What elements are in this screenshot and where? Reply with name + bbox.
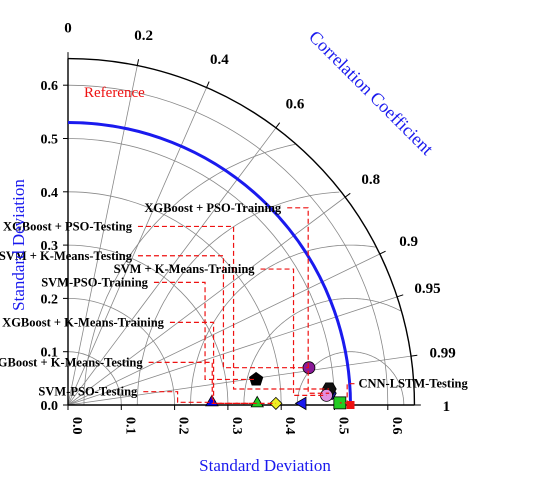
point-label: SVM + K-Means-Training <box>114 262 256 276</box>
correlation-tick-1 <box>136 59 140 66</box>
leader-line <box>137 225 330 390</box>
grid-layer <box>67 65 412 406</box>
point-label: XGBoost + PSO-Testing <box>3 219 133 233</box>
correlation-arc-title: Correlation Coefficient <box>305 27 437 159</box>
rms-circle-1 <box>243 298 401 405</box>
y-tick-label: 0.4 <box>41 186 59 201</box>
point-label: SVM + K-Means-Testing <box>0 249 133 263</box>
data-point-xgboost-k-means-training <box>250 395 264 408</box>
y-tick-label: 0.5 <box>41 133 59 148</box>
correlation-gridline-6 <box>67 296 398 406</box>
point-label: SVM-PSO-Testing <box>38 385 138 399</box>
correlation-gridline-3 <box>67 127 277 406</box>
point-label: CNN-LSTM-Testing <box>358 377 468 391</box>
y-tick-label: 0.3 <box>41 239 59 254</box>
x-axis-title: Standard Deviation <box>199 456 331 475</box>
point-label: SVM-PSO-Training <box>41 275 148 289</box>
correlation-gridline-7 <box>67 355 412 406</box>
correlation-gridline-2 <box>67 87 207 406</box>
reference-label: Reference <box>84 85 145 101</box>
correlation-tick-label: 1 <box>443 399 451 415</box>
rms-circle-3 <box>136 191 340 405</box>
correlation-tick-3 <box>275 122 281 129</box>
rms-circle-4 <box>83 143 296 405</box>
reference-arc <box>67 121 352 406</box>
correlation-tick-label: 0.2 <box>134 28 153 44</box>
correlation-gridline-5 <box>67 253 380 406</box>
correlation-tick-7 <box>410 354 418 357</box>
correlation-tick-label: 0.99 <box>430 346 456 362</box>
reference-point <box>346 401 355 409</box>
x-tick-label: 0.2 <box>176 417 191 435</box>
data-point-cnn-lstm-training <box>294 396 307 411</box>
correlation-tick-label: 0.95 <box>414 281 440 297</box>
axes-layer: 0 0.2 0.4 0.6 0.8 0.9 0.95 0.99 1 0.0 0.1 0.2 0.3 0.4… <box>41 21 456 435</box>
correlation-tick-label: 0.9 <box>399 234 418 250</box>
data-point-svm-pso-training <box>249 371 264 386</box>
x-tick-label: 0.5 <box>336 417 351 435</box>
correlation-tick-5 <box>379 250 386 255</box>
x-tick-label: 0.4 <box>282 417 297 435</box>
std-gridarc <box>67 191 282 406</box>
rms-circle-0 <box>296 351 405 405</box>
x-tick-label: 0.1 <box>122 417 137 435</box>
leader-line <box>143 391 212 403</box>
points-layer <box>205 361 355 411</box>
leader-line <box>137 255 309 369</box>
correlation-tick-2 <box>206 81 210 88</box>
y-tick-label: 0.2 <box>41 292 59 307</box>
x-tick-label: 0.0 <box>69 417 84 435</box>
leader-line <box>339 383 355 404</box>
std-gridarc <box>67 244 229 406</box>
correlation-tick-label: 0.4 <box>210 52 229 68</box>
leader-line <box>287 207 330 394</box>
correlation-tick-6 <box>396 294 404 298</box>
x-tick-label: 0.3 <box>229 417 244 435</box>
std-gridarc <box>67 84 389 406</box>
point-label: XGBoost + PSO-Training <box>144 201 282 215</box>
leader-line <box>148 361 276 405</box>
y-tick-label: 0.1 <box>41 346 59 361</box>
std-gridarc <box>67 138 335 406</box>
correlation-tick-4 <box>344 192 351 198</box>
x-tick-label: 0.6 <box>389 417 404 435</box>
correlation-gridline-1 <box>67 65 138 406</box>
leader-line <box>260 268 327 397</box>
y-tick-label: 0.0 <box>41 399 59 414</box>
y-axis-title: Standard Deviation <box>9 179 28 311</box>
point-label: XGBoost + K-Means-Training <box>2 315 165 329</box>
std-gridarc <box>67 351 122 406</box>
outer-arc <box>67 57 416 406</box>
leader-line <box>169 321 258 405</box>
correlation-tick-label: 0.6 <box>286 96 305 112</box>
std-gridarc <box>67 298 175 406</box>
correlation-tick-label: 0.8 <box>361 172 380 188</box>
labels-layer: XGBoost + PSO-Training XGBoost + PSO-Test… <box>0 201 469 405</box>
rms-circle-2 <box>190 244 376 405</box>
point-label: XGBoost + K-Means-Testing <box>0 355 143 369</box>
correlation-tick-label: 0 <box>64 21 72 37</box>
correlation-gridline-4 <box>67 196 346 406</box>
y-tick-label: 0.6 <box>41 79 59 94</box>
leader-line <box>153 281 257 381</box>
